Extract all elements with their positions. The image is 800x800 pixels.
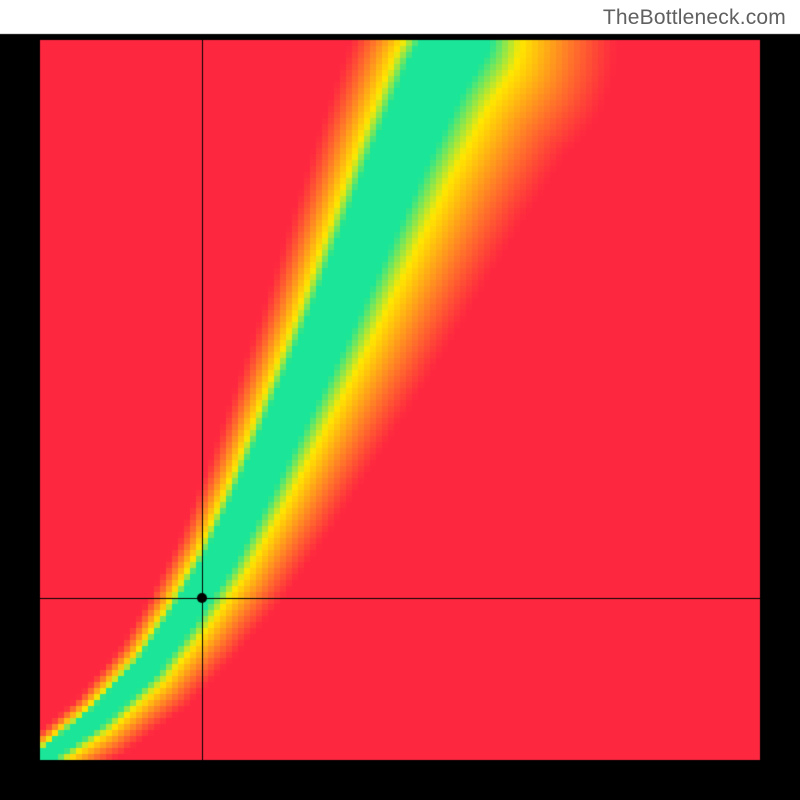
chart-container: TheBottleneck.com [0,0,800,800]
heatmap-canvas [0,0,800,800]
watermark-text: TheBottleneck.com [603,6,786,30]
